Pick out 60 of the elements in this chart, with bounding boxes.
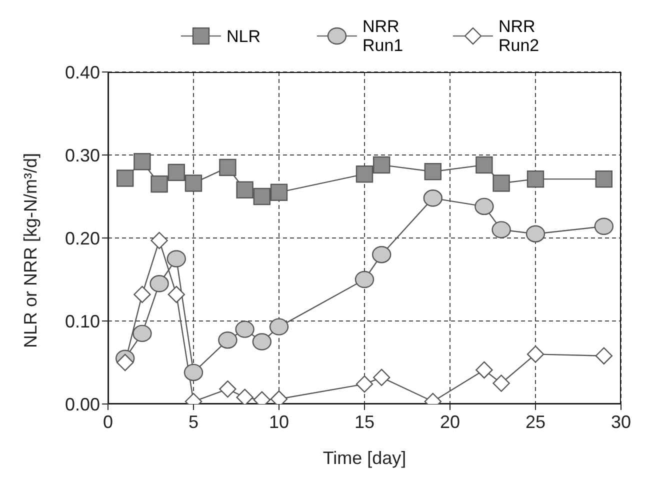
y-tick-label: 0.40: [64, 62, 100, 82]
y-tick-label: 0.20: [64, 228, 100, 248]
y-tick-label: 0.10: [64, 311, 100, 332]
legend-label: NRR Run2: [498, 17, 540, 55]
point: [219, 158, 236, 176]
point: [235, 320, 254, 338]
point: [270, 184, 288, 201]
y-tick-label: 0.00: [64, 394, 100, 414]
point: [218, 331, 238, 349]
point: [595, 170, 612, 188]
point: [252, 333, 272, 350]
point: [424, 163, 442, 180]
point: [474, 198, 494, 216]
point: [373, 156, 390, 174]
point: [595, 347, 612, 364]
point: [166, 250, 186, 268]
point: [492, 374, 510, 392]
point: [168, 164, 185, 182]
point: [134, 286, 151, 304]
point: [373, 368, 390, 386]
point: [269, 318, 289, 336]
point: [526, 170, 544, 188]
point: [253, 188, 270, 206]
point: [168, 286, 185, 304]
point: [236, 388, 254, 404]
point: [116, 354, 134, 372]
point: [134, 153, 151, 170]
point: [476, 156, 493, 174]
x-tick-label: 15: [354, 412, 375, 432]
x-tick-label: 20: [440, 412, 460, 432]
point: [356, 165, 374, 183]
point: [356, 375, 374, 393]
x-tick-label: 30: [610, 412, 632, 432]
point: [354, 270, 374, 288]
point: [594, 218, 614, 235]
point: [492, 221, 511, 238]
legend-label: NRR Run1: [362, 17, 404, 55]
point: [116, 170, 134, 187]
point: [150, 232, 168, 250]
y-tick-label: 0.30: [64, 145, 100, 166]
point: [236, 181, 254, 198]
point: [184, 364, 204, 382]
x-tick-label: 0: [102, 412, 114, 432]
x-tick-label: 10: [268, 412, 290, 432]
x-tick-label: 25: [525, 412, 546, 432]
point: [526, 346, 544, 363]
legend-label: NLR: [226, 26, 262, 46]
x-tick-label: 5: [188, 412, 199, 432]
point: [372, 246, 392, 264]
x-axis-title: Time [day]: [322, 448, 406, 468]
point: [184, 174, 202, 192]
point: [492, 174, 510, 192]
point: [526, 225, 546, 242]
point: [150, 275, 169, 292]
point: [423, 190, 442, 207]
point: [476, 361, 493, 379]
point: [150, 175, 168, 193]
point: [219, 380, 236, 398]
point: [132, 324, 152, 342]
y-axis-title: NLR or NRR [kg-N/m³/d]: [20, 152, 40, 348]
